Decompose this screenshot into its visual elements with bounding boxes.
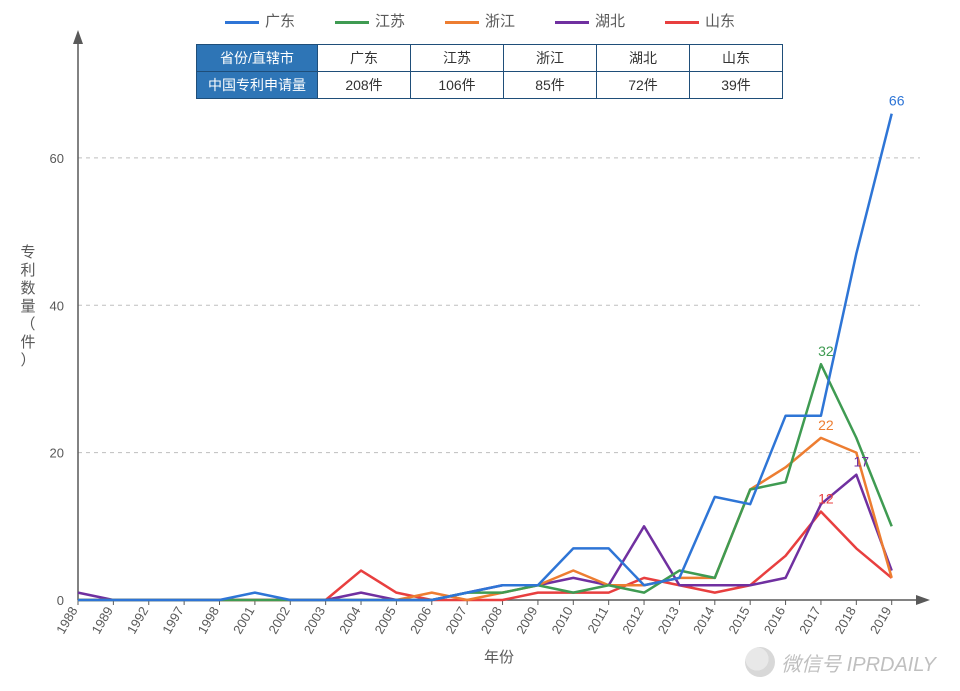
wechat-icon [745, 647, 775, 677]
svg-text:1988: 1988 [53, 604, 80, 637]
svg-text:12: 12 [818, 491, 834, 507]
legend-label: 浙江 [485, 13, 515, 30]
legend-item: 江苏 [335, 10, 405, 31]
legend-item: 浙江 [445, 10, 515, 31]
svg-text:1992: 1992 [124, 604, 151, 637]
svg-text:2006: 2006 [407, 604, 434, 637]
svg-text:利: 利 [20, 262, 35, 279]
svg-text:2002: 2002 [265, 604, 292, 637]
svg-text:2016: 2016 [761, 604, 788, 637]
line-chart: 0 20 40 60 1988 1989 1992 1997 1998 2001 2002 2003 2… [0, 0, 960, 691]
svg-text:2013: 2013 [655, 604, 682, 637]
svg-text:0: 0 [57, 593, 64, 608]
legend-swatch [555, 21, 589, 24]
legend-swatch [445, 21, 479, 24]
svg-text:40: 40 [50, 298, 64, 313]
chart-container: 广东江苏浙江湖北山东 省份/直辖市广东江苏浙江湖北山东中国专利申请量208件10… [0, 0, 960, 691]
svg-text:件: 件 [20, 334, 35, 351]
svg-text:2019: 2019 [867, 604, 894, 637]
svg-text:2003: 2003 [301, 604, 328, 637]
svg-text:2011: 2011 [584, 604, 611, 636]
svg-text:（: （ [20, 316, 35, 333]
table-cell: 江苏 [411, 45, 504, 72]
table-cell: 85件 [504, 72, 597, 99]
legend-item: 湖北 [555, 10, 625, 31]
svg-text:2007: 2007 [442, 604, 469, 637]
svg-text:17: 17 [854, 454, 870, 470]
legend-item: 广东 [225, 10, 295, 31]
svg-text:2014: 2014 [690, 604, 717, 637]
svg-text:2010: 2010 [548, 604, 575, 637]
svg-text:2008: 2008 [478, 604, 505, 637]
svg-text:1998: 1998 [195, 604, 222, 637]
svg-text:32: 32 [818, 343, 834, 359]
table-cell: 72件 [597, 72, 690, 99]
table-cell: 208件 [318, 72, 411, 99]
svg-text:数: 数 [20, 280, 35, 297]
table-cell: 浙江 [504, 45, 597, 72]
legend-label: 山东 [705, 13, 735, 30]
svg-text:66: 66 [889, 93, 905, 109]
svg-text:2015: 2015 [725, 604, 752, 637]
legend-swatch [225, 21, 259, 24]
svg-text:60: 60 [50, 151, 64, 166]
legend-swatch [335, 21, 369, 24]
legend: 广东 江苏 浙江 湖北 山东 [0, 10, 960, 31]
svg-text:2001: 2001 [230, 604, 257, 637]
svg-text:2005: 2005 [372, 604, 399, 637]
watermark-text: 微信号 IPRDAILY [781, 648, 936, 677]
svg-text:2004: 2004 [336, 604, 363, 637]
svg-text:量: 量 [20, 298, 35, 315]
legend-label: 广东 [265, 13, 295, 30]
table-cell: 39件 [690, 72, 783, 99]
svg-text:2012: 2012 [619, 604, 646, 637]
legend-label: 湖北 [595, 13, 625, 30]
legend-label: 江苏 [375, 13, 405, 30]
svg-text:1997: 1997 [159, 604, 186, 637]
svg-text:专: 专 [20, 244, 35, 261]
table-cell: 106件 [411, 72, 504, 99]
table-header-cell: 中国专利申请量 [197, 72, 318, 99]
table-cell: 山东 [690, 45, 783, 72]
table-cell: 广东 [318, 45, 411, 72]
table-header-cell: 省份/直辖市 [197, 45, 318, 72]
svg-text:2009: 2009 [513, 604, 540, 637]
watermark: 微信号 IPRDAILY [745, 647, 936, 677]
svg-text:20: 20 [50, 446, 64, 461]
svg-text:2017: 2017 [796, 604, 823, 637]
svg-text:2018: 2018 [831, 604, 858, 637]
svg-text:年份: 年份 [484, 649, 514, 666]
legend-item: 山东 [665, 10, 735, 31]
svg-text:22: 22 [818, 417, 834, 433]
svg-text:）: ） [20, 352, 35, 369]
summary-table: 省份/直辖市广东江苏浙江湖北山东中国专利申请量208件106件85件72件39件 [196, 44, 783, 99]
table-cell: 湖北 [597, 45, 690, 72]
svg-text:1989: 1989 [89, 604, 116, 637]
legend-swatch [665, 21, 699, 24]
